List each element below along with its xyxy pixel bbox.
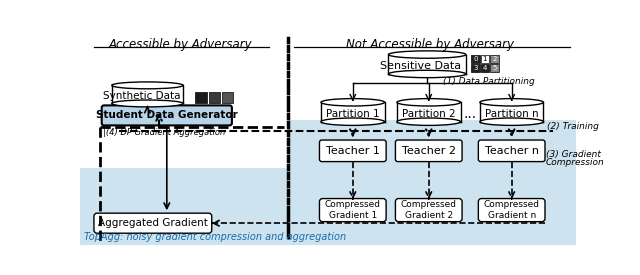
Text: Partition n: Partition n [485, 109, 538, 119]
FancyBboxPatch shape [102, 105, 232, 125]
Ellipse shape [480, 118, 543, 125]
Text: 1: 1 [483, 56, 487, 62]
Ellipse shape [321, 118, 385, 125]
Text: Compressed
Gradient 2: Compressed Gradient 2 [401, 200, 457, 220]
Text: (1) Data Partitioning: (1) Data Partitioning [443, 77, 534, 86]
Bar [112, 85, 183, 103]
Bar [388, 54, 466, 74]
Text: Teacher 1: Teacher 1 [326, 146, 380, 156]
Text: Synthetic Data: Synthetic Data [103, 91, 180, 101]
Bar [321, 102, 385, 122]
Text: Compressed
Gradient n: Compressed Gradient n [484, 200, 540, 220]
Text: Partition 2: Partition 2 [402, 109, 456, 119]
Ellipse shape [112, 100, 183, 107]
Bar [195, 92, 207, 103]
FancyBboxPatch shape [396, 199, 462, 222]
Bar [490, 64, 499, 72]
Text: TopAgg: noisy gradient compression and aggregation: TopAgg: noisy gradient compression and a… [84, 232, 346, 243]
Text: |(4) DP Gradient Aggregation: |(4) DP Gradient Aggregation [103, 128, 225, 138]
Ellipse shape [480, 99, 543, 106]
Ellipse shape [112, 82, 183, 89]
Bar [481, 64, 489, 72]
Ellipse shape [388, 70, 466, 78]
Text: Student Data Generator: Student Data Generator [96, 110, 237, 120]
Text: Teacher n: Teacher n [484, 146, 539, 156]
Text: 4: 4 [483, 65, 487, 71]
Bar [288, 120, 576, 168]
Text: 0: 0 [474, 56, 478, 62]
Text: Aggregated Gradient: Aggregated Gradient [98, 218, 208, 228]
Text: Accessible by Adversary: Accessible by Adversary [109, 39, 253, 51]
FancyBboxPatch shape [396, 140, 462, 162]
Text: Partition 1: Partition 1 [326, 109, 380, 119]
Text: Sensitive Data: Sensitive Data [380, 61, 461, 71]
Ellipse shape [397, 99, 461, 106]
FancyBboxPatch shape [319, 199, 386, 222]
FancyBboxPatch shape [478, 140, 545, 162]
Text: 3: 3 [474, 65, 478, 71]
Text: Teacher 2: Teacher 2 [402, 146, 456, 156]
FancyBboxPatch shape [478, 199, 545, 222]
FancyBboxPatch shape [94, 213, 212, 233]
Text: Compressed
Gradient 1: Compressed Gradient 1 [325, 200, 381, 220]
Bar [490, 54, 499, 63]
Bar [222, 92, 234, 103]
Text: (2) Training: (2) Training [547, 122, 598, 131]
Bar [480, 102, 543, 122]
Ellipse shape [397, 118, 461, 125]
Bar [209, 92, 220, 103]
Text: 5: 5 [492, 65, 497, 71]
Bar [472, 64, 480, 72]
Ellipse shape [321, 99, 385, 106]
Bar [80, 168, 576, 245]
Bar [472, 54, 480, 63]
Text: Compression: Compression [546, 158, 605, 167]
Text: 2: 2 [492, 56, 497, 62]
Bar [481, 54, 489, 63]
Text: Not Accessible by Adversary: Not Accessible by Adversary [346, 39, 515, 51]
FancyBboxPatch shape [319, 140, 386, 162]
Bar [397, 102, 461, 122]
Text: ...: ... [463, 107, 477, 121]
Ellipse shape [388, 51, 466, 58]
Text: (3) Gradient: (3) Gradient [546, 150, 601, 159]
